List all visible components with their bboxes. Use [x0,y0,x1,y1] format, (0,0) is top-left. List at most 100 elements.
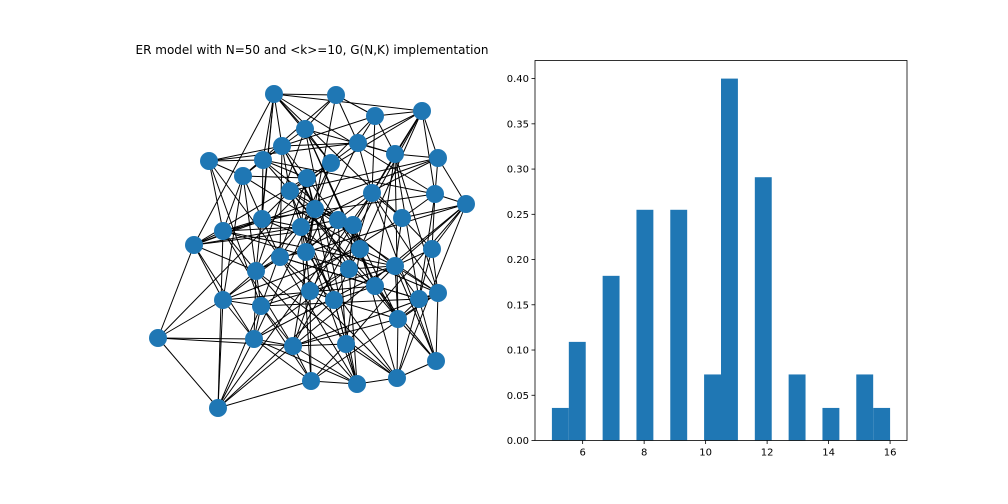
network-edge [157,337,219,409]
network-edge [255,270,398,379]
network-node-18 [306,200,324,218]
network-node-41 [149,329,167,347]
network-edge [222,175,244,232]
histogram-bar-8 [788,374,806,441]
network-edge [309,290,398,379]
network-edge [242,175,308,179]
network-edge [255,128,306,272]
network-node-20 [329,211,347,229]
network-node-44 [337,335,355,353]
network-edge [333,299,399,320]
network-edge [253,268,350,340]
network-node-24 [214,222,232,240]
x-axis: 6 8 10 12 14 16 [579,440,897,459]
network-edge [217,380,312,409]
network-edge [217,305,262,409]
network-node-37 [252,297,270,315]
network-edge [222,285,376,301]
network-edge [217,345,294,409]
network-edge [431,193,436,250]
network-edge [394,265,437,362]
network-node-33 [301,282,319,300]
network-edge [357,110,423,144]
y-tick-label: 0.40 [507,74,529,85]
network-node-48 [348,375,366,393]
network-node-5 [273,137,291,155]
network-edge [371,115,376,194]
network-edge [193,244,257,272]
y-axis: 0.00 0.05 0.10 0.15 0.20 0.25 0.30 0.35 0.40 [507,74,535,447]
network-node-32 [386,257,404,275]
network-edge [348,192,373,270]
network-node-0 [265,85,283,103]
network-node-36 [214,291,232,309]
network-edge [273,93,337,96]
network-node-35 [366,277,384,295]
network-node-45 [427,352,445,370]
network-edge [208,160,224,232]
network-node-10 [386,145,404,163]
network-edge [157,115,376,339]
network-nodes [149,85,475,417]
network-edge [289,190,376,287]
network-graph [149,85,475,417]
network-edge [217,230,224,409]
network-node-9 [322,154,340,172]
y-tick-label: 0.10 [507,346,529,357]
network-edge [394,153,399,320]
network-edge [253,338,358,385]
network-edge [279,145,283,258]
network-node-11 [429,149,447,167]
x-tick-label: 16 [884,448,897,459]
network-edge [208,160,281,258]
network-edge [217,299,335,409]
network-edge [262,93,275,161]
network-node-14 [281,182,299,200]
histogram-bar-6 [721,78,738,441]
x-tick-label: 12 [761,448,774,459]
network-edge [374,153,396,287]
network-edge [261,193,436,220]
network-node-4 [296,120,314,138]
histogram-bars [551,78,891,441]
figure-title: ER model with N=50 and <k>=10, G(N,K) im… [136,43,489,57]
network-node-25 [185,236,203,254]
network-edge [193,93,275,246]
network-edge [217,338,255,409]
network-node-46 [388,369,406,387]
network-node-22 [393,209,411,227]
network-edge [222,226,302,232]
network-edge [273,93,403,219]
network-edge [345,203,467,345]
histogram-bar-11 [873,407,891,441]
network-node-23 [292,218,310,236]
y-tick-label: 0.05 [507,391,529,402]
histogram-bar-0 [551,407,569,441]
network-edge [262,159,396,267]
network-edge [292,345,358,385]
x-tick-label: 14 [822,448,835,459]
network-edge [352,110,423,226]
network-node-49 [209,399,227,417]
network-edge [261,218,439,294]
x-tick-label: 10 [699,448,712,459]
network-edge [157,299,224,339]
y-tick-label: 0.25 [507,210,529,221]
histogram-bar-4 [670,209,688,441]
network-edge [394,203,467,267]
network-edge [222,175,244,301]
network-edge [305,142,359,253]
network-node-7 [254,151,272,169]
network-node-12 [234,167,252,185]
network-edge [222,248,361,301]
histogram-bar-1 [568,341,586,441]
network-edge [289,157,439,192]
network-edge [260,217,403,307]
network-node-26 [351,240,369,258]
histogram-bar-3 [636,209,654,441]
network-edge [292,203,467,347]
network-node-47 [302,372,320,390]
histogram-bar-5 [704,374,721,441]
network-edge [157,337,255,340]
